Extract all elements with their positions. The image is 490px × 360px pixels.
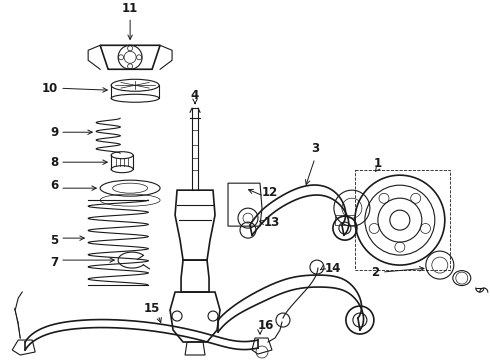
Text: 3: 3: [311, 142, 319, 155]
Text: 6: 6: [50, 179, 58, 192]
Text: 16: 16: [258, 319, 274, 332]
Text: 15: 15: [144, 302, 160, 315]
Text: 12: 12: [262, 186, 278, 199]
Text: 1: 1: [374, 157, 382, 170]
Text: 11: 11: [122, 2, 138, 15]
Text: 5: 5: [50, 234, 58, 247]
Text: 10: 10: [42, 82, 58, 95]
Text: 8: 8: [50, 156, 58, 169]
Text: 13: 13: [264, 216, 280, 229]
Text: 2: 2: [371, 266, 379, 279]
Text: 9: 9: [50, 126, 58, 139]
Text: 7: 7: [50, 256, 58, 269]
Text: 14: 14: [325, 262, 342, 275]
Text: 4: 4: [191, 89, 199, 102]
